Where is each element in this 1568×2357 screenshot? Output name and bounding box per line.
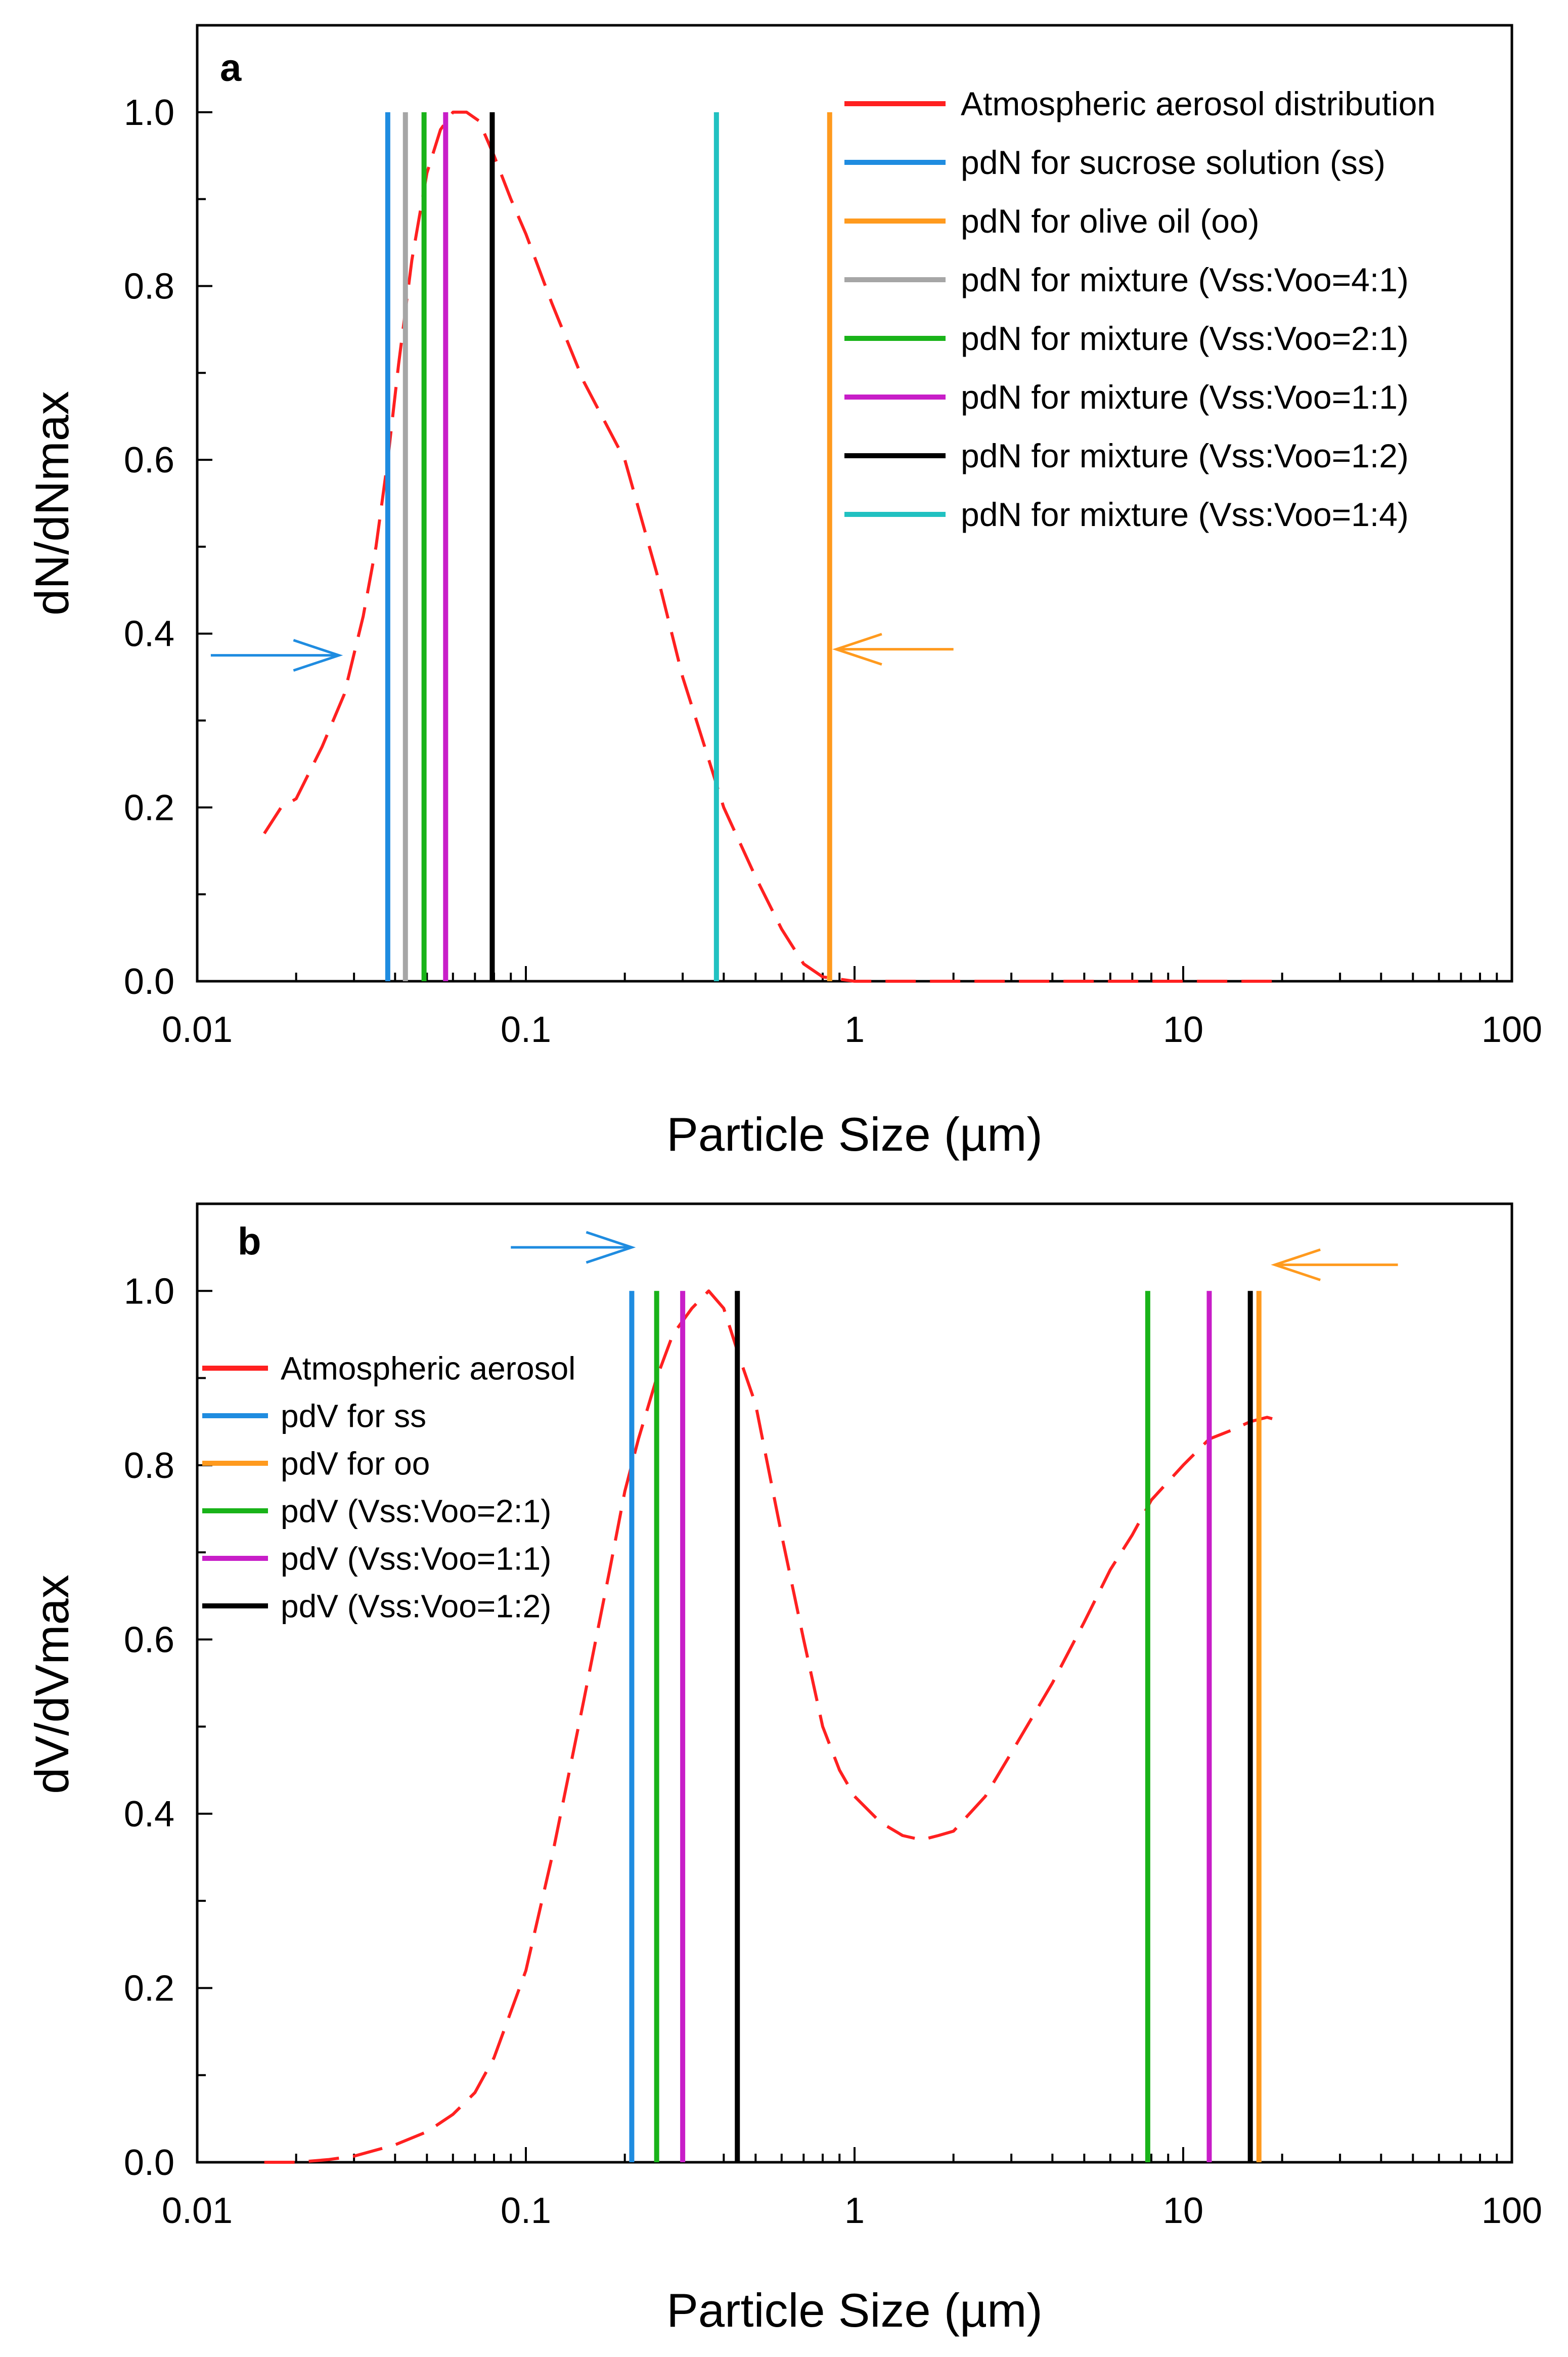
y-tick-label: 1.0 — [124, 1271, 174, 1312]
panel-b-legend: Atmospheric aerosol pdV for ss pdV for oo p… — [202, 1350, 575, 1624]
y-tick-label: 0.0 — [124, 2143, 174, 2183]
y-tick-label: 0.2 — [124, 788, 174, 828]
legend-label: pdN for mixture (Vss:Voo=1:1) — [961, 378, 1409, 416]
panel-a-legend: Atmospheric aerosol distribution pdN for … — [844, 85, 1436, 533]
legend-label: Atmospheric aerosol — [281, 1350, 575, 1386]
y-tick-label: 1.0 — [124, 93, 174, 133]
legend-label: pdN for mixture (Vss:Voo=2:1) — [961, 320, 1409, 357]
y-tick-label: 0.8 — [124, 1446, 174, 1486]
panel-b-arrows — [511, 1231, 1398, 1281]
panel-b-vertical-lines — [629, 1291, 1262, 2162]
panel-a-y-tick-labels: 0.0 0.2 0.4 0.6 0.8 1.0 — [124, 93, 174, 1002]
panel-b-y-axis-label: dV/dVmax — [25, 1575, 78, 1794]
panel-a-vertical-lines — [385, 112, 832, 981]
panel-b-y-tick-labels: 0.0 0.2 0.4 0.6 0.8 1.0 — [124, 1271, 174, 2183]
y-tick-label: 0.6 — [124, 1620, 174, 1660]
y-tick-label: 0.4 — [124, 614, 174, 654]
legend-label: pdN for olive oil (oo) — [961, 202, 1260, 240]
x-tick-label: 1 — [844, 1010, 865, 1050]
legend-label: pdN for mixture (Vss:Voo=1:4) — [961, 496, 1409, 533]
legend-label: pdV (Vss:Voo=2:1) — [281, 1493, 551, 1529]
arrow-head — [293, 639, 343, 672]
panel-b-aerosol-curve — [264, 1289, 1283, 2164]
x-tick-label: 100 — [1482, 2191, 1542, 2231]
legend-label: pdN for sucrose solution (ss) — [961, 144, 1385, 181]
panel-a-x-tick-labels: 0.01 0.1 1 10 100 — [162, 1010, 1542, 1050]
aerosol-distribution-curve — [263, 110, 1282, 983]
panel-a-y-axis-label: dN/dNmax — [25, 391, 78, 616]
legend-label: pdV (Vss:Voo=1:1) — [281, 1540, 551, 1577]
arrow-head — [586, 1231, 636, 1264]
x-tick-label: 0.1 — [501, 1010, 551, 1050]
x-tick-label: 100 — [1482, 1010, 1542, 1050]
x-tick-label: 0.1 — [501, 2191, 551, 2231]
legend-label: pdV for oo — [281, 1445, 430, 1481]
x-tick-label: 0.01 — [162, 1010, 233, 1050]
x-tick-label: 10 — [1163, 2191, 1203, 2231]
y-tick-label: 0.0 — [124, 962, 174, 1002]
y-tick-label: 0.4 — [124, 1794, 174, 1835]
arrow-head — [1271, 1248, 1321, 1281]
panel-b-x-tick-labels: 0.01 0.1 1 10 100 — [162, 2191, 1542, 2231]
y-tick-label: 0.8 — [124, 266, 174, 307]
legend-label: pdN for mixture (Vss:Voo=1:2) — [961, 437, 1409, 474]
arrow-head — [832, 633, 882, 666]
panel-a-ticks — [196, 111, 1513, 982]
legend-label: pdV (Vss:Voo=1:2) — [281, 1588, 551, 1624]
y-tick-label: 0.6 — [124, 440, 174, 481]
legend-label: pdN for mixture (Vss:Voo=4:1) — [961, 261, 1409, 298]
x-tick-label: 1 — [844, 2191, 865, 2231]
panel-b: 0.01 0.1 1 10 100 0.0 0.2 0.4 0.6 0.8 1.0 Atmosph… — [25, 1202, 1542, 2337]
x-tick-label: 10 — [1163, 1010, 1203, 1050]
panel-a-x-axis-label: Particle Size (µm) — [666, 1108, 1043, 1161]
y-tick-label: 0.2 — [124, 1968, 174, 2009]
panel-b-label: b — [238, 1220, 261, 1263]
legend-label: Atmospheric aerosol distribution — [961, 85, 1436, 122]
panel-a-aerosol-curve — [263, 110, 1282, 983]
panel-a: 0.01 0.1 1 10 100 0.0 0.2 0.4 0.6 0.8 1.0 Atmosph… — [25, 24, 1542, 1161]
legend-label: pdV for ss — [281, 1398, 426, 1434]
x-tick-label: 0.01 — [162, 2191, 233, 2231]
aerosol-distribution-curve — [264, 1289, 1283, 2164]
panel-a-arrows — [210, 633, 954, 672]
panel-a-label: a — [220, 47, 242, 90]
panel-b-x-axis-label: Particle Size (µm) — [666, 2284, 1043, 2337]
